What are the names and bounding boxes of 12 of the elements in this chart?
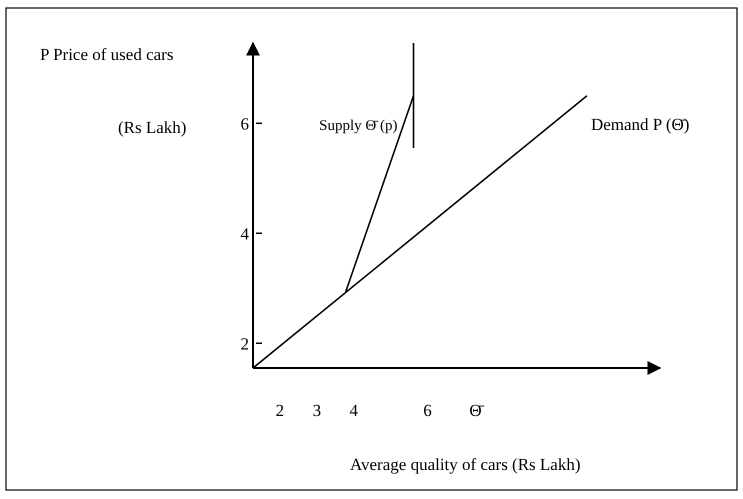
x-axis-title: Average quality of cars (Rs Lakh)	[350, 455, 581, 474]
x-tick-label: 3	[312, 401, 322, 420]
x-tick-label: 2	[276, 401, 284, 420]
y-tick-label: 4	[240, 224, 250, 244]
x-tick-label: Θ̄	[469, 401, 485, 420]
y-tick-label: 6	[240, 114, 249, 134]
text: P Price of used cars (Rs Lakh)	[40, 45, 186, 137]
series-label: Demand P (Θ̄)	[590, 114, 690, 134]
series-label: Supply Θ̄ (p)	[319, 118, 398, 134]
x-tick-label: 4	[349, 401, 358, 420]
y-tick-label: 2	[240, 334, 249, 354]
x-tick-label: 6	[423, 401, 432, 420]
